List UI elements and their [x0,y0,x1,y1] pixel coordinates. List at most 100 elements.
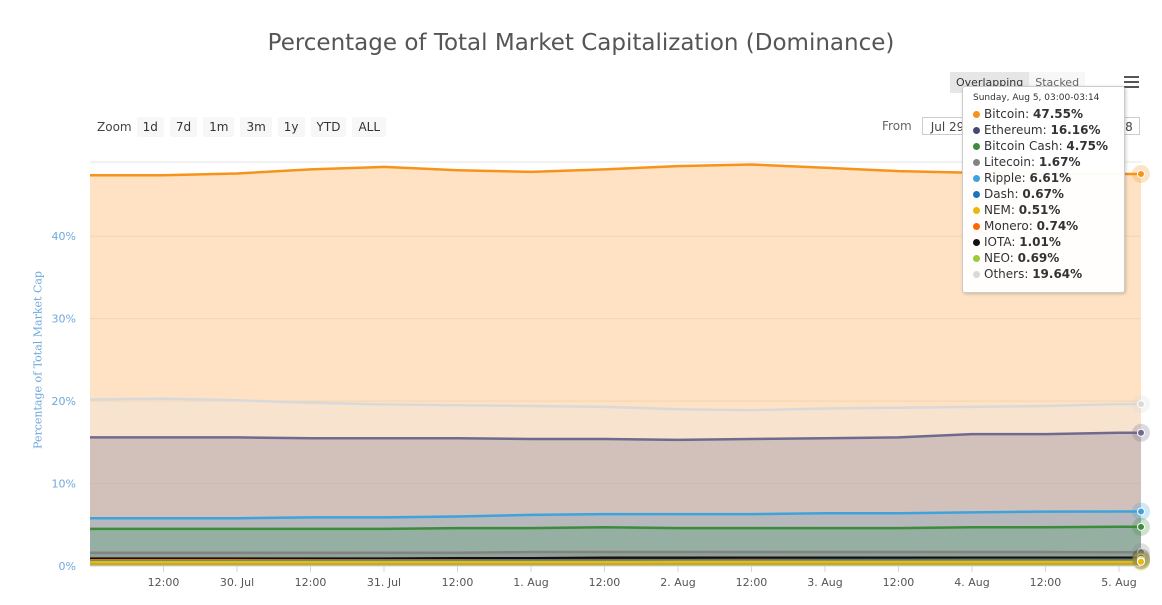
x-tick-labels: 12:00 30. Jul 12:00 31. Jul 12:00 1. Aug 12:00… [90,565,1141,589]
tooltip-separator: : [1009,251,1018,265]
zoom-controls: Zoom 1d 7d 1m 3m 1y YTD ALL [97,117,392,137]
zoom-ytd-button[interactable]: YTD [310,117,347,137]
x-tick-label: 12:00 [295,576,327,589]
line-iota [90,556,1141,560]
tooltip-row: NEM: 0.51% [973,202,1116,218]
zoom-label: Zoom [97,120,132,134]
tooltip-separator: : [1028,219,1037,233]
tooltip-series-value: 47.55% [1033,107,1083,121]
tooltip-series-name: Dash [984,187,1015,201]
series-dot-icon [973,143,980,150]
y-tick-labels: 0% 10% 20% 30% 40% [52,230,76,573]
tooltip-series-value: 0.67% [1022,187,1064,201]
tooltip-series-value: 16.16% [1050,123,1101,137]
tooltip-row: Ethereum: 16.16% [973,122,1116,138]
tooltip-series-name: Others [984,267,1025,281]
tooltip-series-name: Ethereum [984,123,1043,137]
x-tick-label: 2. Aug [660,576,695,589]
range-from-value: Jul 29 [930,120,965,134]
zoom-1d-button[interactable]: 1d [136,117,164,137]
tooltip-separator: : [1042,123,1051,137]
series-dot-icon [973,159,980,166]
series-dot-icon [973,191,980,198]
line-others [89,397,1141,412]
chart-title: Percentage of Total Market Capitalizatio… [267,30,895,56]
series-lines [89,163,1141,564]
y-tick-label: 0% [59,560,76,573]
x-tick-label: 3. Aug [807,576,842,589]
area-others [90,398,1141,566]
line-bitcoin-cash [90,525,1141,531]
end-marker-ripple [1137,507,1145,516]
tooltip: Sunday, Aug 5, 03:00-03:14 Bitcoin: 47.5… [962,86,1125,293]
series-dot-icon [973,271,980,278]
end-marker-others [1137,400,1145,409]
end-marker-bitcoin [1137,169,1145,178]
x-tick-label: 12:00 [1030,576,1062,589]
tooltip-header: Sunday, Aug 5, 03:00-03:14 [973,93,1100,103]
tooltip-series-name: Bitcoin [984,107,1026,121]
tooltip-row: Monero: 0.74% [973,218,1116,234]
tooltip-series-value: 0.69% [1017,251,1060,265]
series-dot-icon [973,207,980,214]
tooltip-separator: : [1058,139,1067,153]
y-tick-label: 40% [52,230,76,243]
zoom-all-button[interactable]: ALL [352,117,387,137]
series-dot-icon [973,223,980,230]
x-tick-label: 12:00 [148,576,180,589]
series-dot-icon [973,111,980,118]
x-tick-label: 31. Jul [367,576,401,589]
tooltip-series-value: 0.74% [1036,219,1079,233]
tooltip-series-name: IOTA [984,235,1012,249]
x-tick-label: 12:00 [736,576,768,589]
tooltip-series-name: NEO [984,251,1010,265]
tooltip-series-value: 19.64% [1032,267,1083,281]
tooltip-series-name: Monero [984,219,1029,233]
y-tick-label: 20% [52,395,76,408]
zoom-3m-button[interactable]: 3m [240,117,272,137]
tooltip-series-value: 4.75% [1066,139,1109,153]
y-tick-label: 10% [52,478,76,491]
x-tick-label: 5. Aug [1101,576,1136,589]
area-bitcoin [90,164,1141,566]
tooltip-separator: : [1025,107,1034,121]
line-ethereum [90,431,1141,442]
tooltip-separator: : [1014,187,1023,201]
tooltip-series-name: Ripple [984,171,1022,185]
tooltip-row: Ripple: 6.61% [973,170,1116,186]
zoom-7d-button[interactable]: 7d [169,117,198,137]
x-tick-label: 30. Jul [220,576,254,589]
tooltip-row: IOTA: 1.01% [973,234,1116,250]
tooltip-series-name: NEM [984,203,1011,217]
end-marker-bitcoin-cash [1137,522,1145,531]
tooltip-row: Bitcoin: 47.55% [973,106,1116,122]
tooltip-series-value: 1.01% [1019,235,1061,249]
tooltip-separator: : [1021,171,1030,185]
series-dot-icon [973,239,980,246]
tooltip-series-name: Bitcoin Cash [984,139,1059,153]
tooltip-row: Bitcoin Cash: 4.75% [973,138,1116,154]
x-tick-label: 12:00 [442,576,474,589]
x-tick-label: 12:00 [589,576,621,589]
line-litecoin [90,550,1141,555]
zoom-1m-button[interactable]: 1m [203,117,235,137]
tooltip-row: NEO: 0.69% [973,250,1116,266]
series-end-markers [1132,164,1150,571]
series-dot-icon [973,255,980,262]
tooltip-separator: : [1011,235,1020,249]
series-dot-icon [973,175,980,182]
x-tick-label: 4. Aug [954,576,989,589]
tooltip-series-value: 6.61% [1029,171,1072,185]
range-from-label: From [882,119,912,133]
tooltip-series-name: Litecoin [984,155,1031,169]
tooltip-series-value: 0.51% [1018,203,1061,217]
area-bitcoin-cash [90,526,1141,566]
hamburger-menu-icon[interactable] [1124,76,1139,88]
line-ripple [90,510,1141,520]
end-marker-nem [1137,557,1145,566]
zoom-1y-button[interactable]: 1y [277,117,305,137]
end-marker-ethereum [1137,428,1145,437]
tooltip-series-value: 1.67% [1038,155,1081,169]
tooltip-row: Dash: 0.67% [973,186,1116,202]
